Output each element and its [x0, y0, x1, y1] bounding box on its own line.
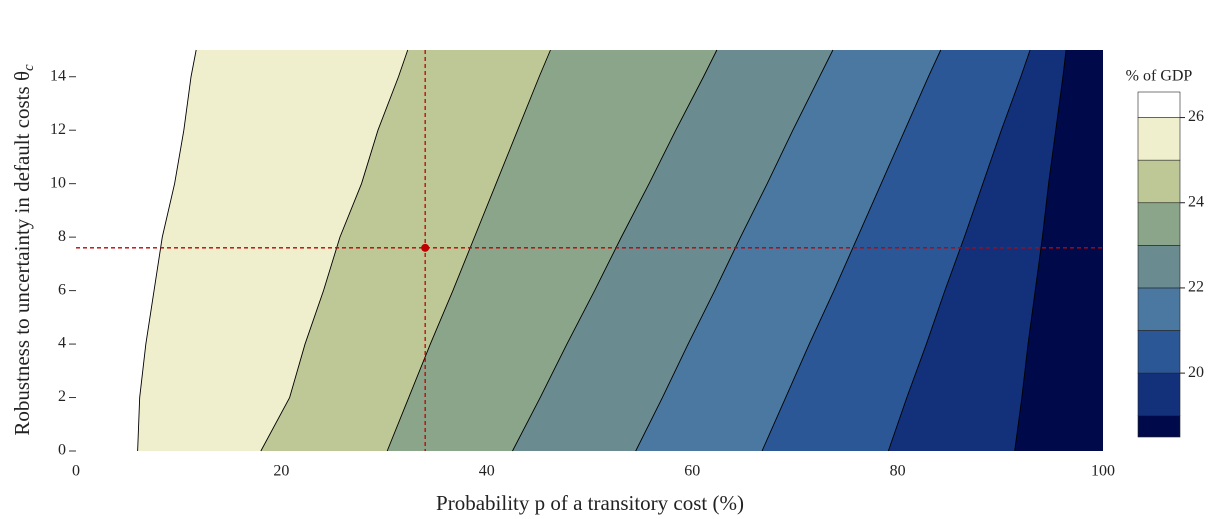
contour-line	[137, 49, 197, 452]
colorbar-band	[1137, 372, 1181, 417]
y-tick-label: 14	[50, 67, 66, 84]
x-tick-label: 60	[684, 463, 700, 480]
contour-line	[761, 49, 942, 452]
colorbar-band	[1137, 202, 1181, 246]
y-tick-label: 0	[58, 442, 66, 459]
colorbar-tick-label: 24	[1188, 193, 1204, 210]
y-tick-label: 10	[50, 174, 66, 191]
x-tick-label: 100	[1091, 463, 1115, 480]
y-axis-label: Robustness to uncertainty in default cos…	[10, 64, 38, 436]
y-tick-label: 6	[58, 281, 66, 298]
contour-line	[1014, 49, 1067, 452]
colorbar-band	[1137, 287, 1181, 331]
colorbar-band	[1137, 117, 1181, 161]
colorbar-band	[1137, 330, 1181, 374]
x-axis-label: Probability p of a transitory cost (%)	[436, 491, 744, 515]
y-label-sub: c	[21, 64, 37, 71]
x-tick-label: 20	[273, 463, 289, 480]
reference-point	[421, 243, 430, 252]
contour-line	[635, 49, 834, 452]
y-tick-label: 2	[58, 388, 66, 405]
y-tick-label: 4	[58, 335, 66, 352]
x-tick-label: 40	[479, 463, 495, 480]
colorbar-band	[1137, 415, 1181, 438]
contour-line	[260, 49, 409, 452]
colorbar-tick-label: 20	[1188, 364, 1204, 381]
y-label-main: Robustness to uncertainty in default cos…	[10, 71, 34, 436]
colorbar-band	[1137, 245, 1181, 289]
contour-line	[386, 49, 551, 452]
colorbar-tick-label: 26	[1188, 108, 1204, 125]
contour-line	[887, 49, 1031, 452]
x-tick-label: 0	[72, 463, 80, 480]
colorbar-label: % of GDP	[1126, 68, 1193, 85]
y-tick-label: 8	[58, 228, 66, 245]
x-tick-label: 80	[890, 463, 906, 480]
y-tick-label: 12	[50, 121, 66, 138]
contour-band	[76, 50, 197, 451]
contour-line	[512, 49, 718, 452]
colorbar-band	[1137, 159, 1181, 204]
colorbar-tick-label: 22	[1188, 279, 1204, 296]
colorbar-band	[1137, 91, 1181, 118]
